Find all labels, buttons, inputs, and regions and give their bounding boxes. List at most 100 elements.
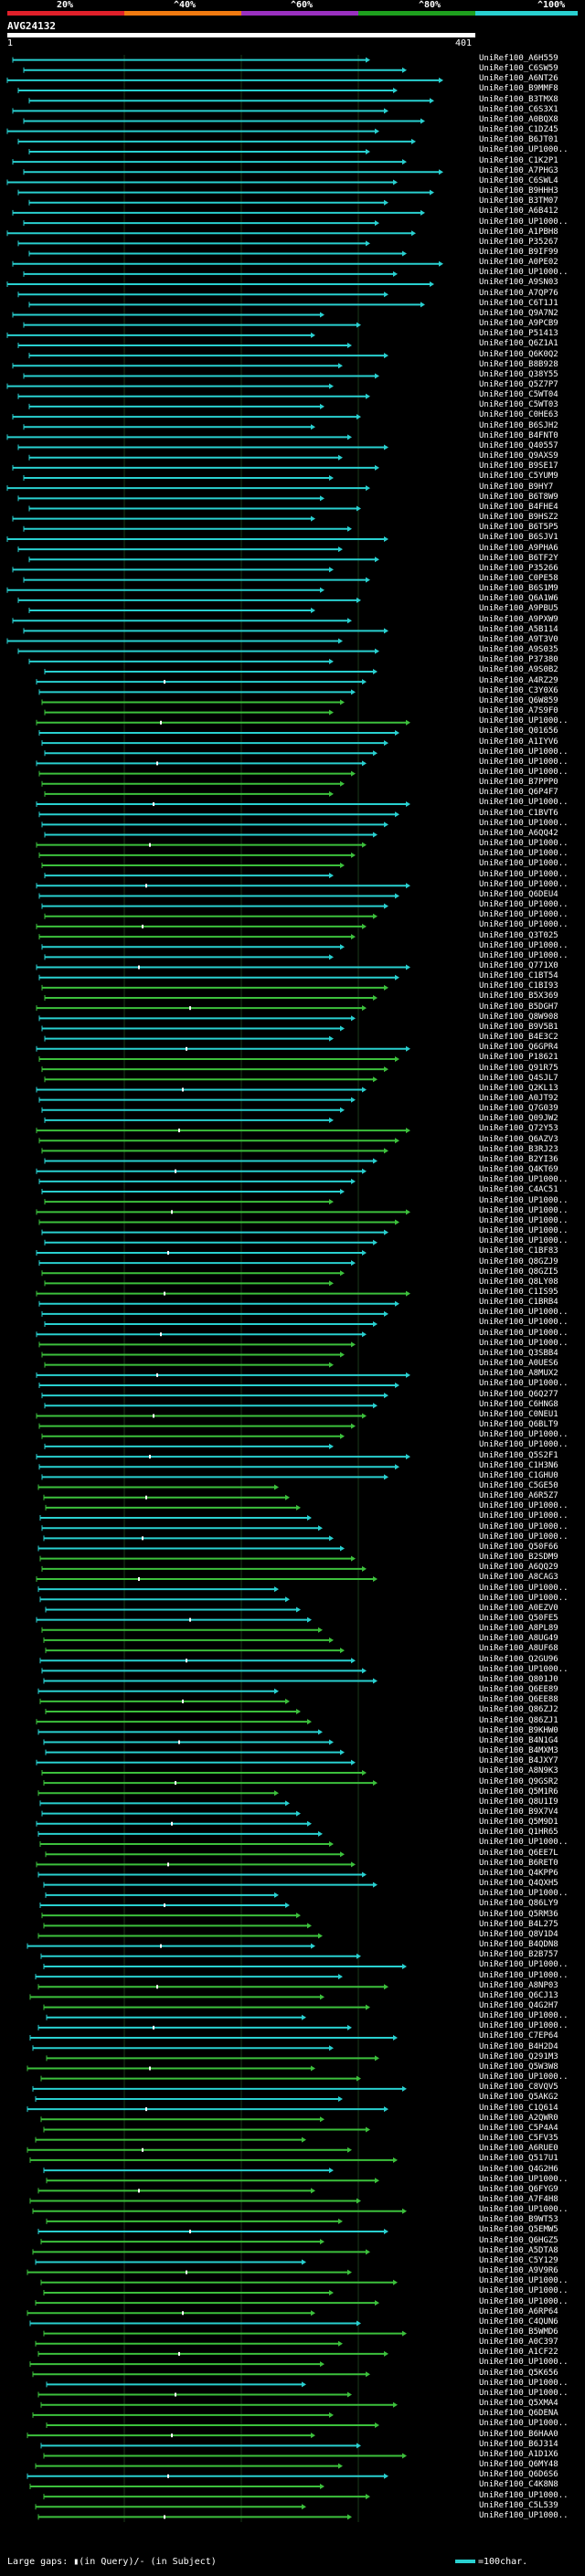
accession-label[interactable]: UniRef100_P51413 <box>479 329 558 339</box>
accession-label[interactable]: UniRef100_Q4G2H6 <box>479 2164 558 2174</box>
accession-label[interactable]: UniRef100_A6RP64 <box>479 2306 558 2316</box>
accession-label[interactable]: UniRef100_B9HY7 <box>479 482 554 492</box>
accession-label[interactable]: UniRef100_A9PCB9 <box>479 319 558 329</box>
accession-label[interactable]: UniRef100_C1IS95 <box>479 1288 558 1297</box>
accession-label[interactable]: UniRef100_UP1000.. <box>479 920 569 930</box>
accession-label[interactable]: UniRef100_Q4KT69 <box>479 1165 558 1175</box>
accession-label[interactable]: UniRef100_A9PXW9 <box>479 614 558 624</box>
accession-label[interactable]: UniRef100_Q86ZJ1 <box>479 1715 558 1725</box>
accession-label[interactable]: UniRef100_C1BF83 <box>479 1246 558 1256</box>
accession-label[interactable]: UniRef100_UP1000.. <box>479 1583 569 1593</box>
accession-label[interactable]: UniRef100_UP1000.. <box>479 2296 569 2306</box>
accession-label[interactable]: UniRef100_Q6W859 <box>479 695 558 705</box>
accession-label[interactable]: UniRef100_B4MXM3 <box>479 1746 558 1756</box>
accession-label[interactable]: UniRef100_C1H3N6 <box>479 1460 558 1470</box>
accession-label[interactable]: UniRef100_C6SWL4 <box>479 175 558 186</box>
accession-label[interactable]: UniRef100_UP1000.. <box>479 757 569 767</box>
accession-label[interactable]: UniRef100_A9PHA6 <box>479 543 558 553</box>
accession-label[interactable]: UniRef100_UP1000.. <box>479 2490 569 2500</box>
accession-label[interactable]: UniRef100_Q1HR65 <box>479 1828 558 1838</box>
accession-label[interactable]: UniRef100_A8N9K3 <box>479 1766 558 1776</box>
accession-label[interactable]: UniRef100_C5GE50 <box>479 1480 558 1490</box>
accession-label[interactable]: UniRef100_UP1000.. <box>479 1430 569 1440</box>
accession-label[interactable]: UniRef100_UP1000.. <box>479 767 569 777</box>
accession-label[interactable]: UniRef100_C6S3X1 <box>479 104 558 114</box>
accession-label[interactable]: UniRef100_A9PBU5 <box>479 604 558 614</box>
accession-label[interactable]: UniRef100_UP1000.. <box>479 879 569 889</box>
accession-label[interactable]: UniRef100_UP1000.. <box>479 859 569 869</box>
accession-label[interactable]: UniRef100_Q9AXS9 <box>479 451 558 461</box>
accession-label[interactable]: UniRef100_Q6A1W6 <box>479 594 558 604</box>
accession-label[interactable]: UniRef100_C3Y0X6 <box>479 685 558 695</box>
accession-label[interactable]: UniRef100_C0PE58 <box>479 574 558 583</box>
accession-label[interactable]: UniRef100_UP1000.. <box>479 716 569 726</box>
accession-label[interactable]: UniRef100_UP1000.. <box>479 900 569 910</box>
accession-label[interactable]: UniRef100_B9MMF8 <box>479 84 558 94</box>
accession-label[interactable]: UniRef100_A7QP76 <box>479 288 558 298</box>
accession-label[interactable]: UniRef100_UP1000.. <box>479 798 569 808</box>
accession-label[interactable]: UniRef100_Q3T025 <box>479 930 558 940</box>
accession-label[interactable]: UniRef100_UP1000.. <box>479 1338 569 1348</box>
accession-label[interactable]: UniRef100_Q5M1R6 <box>479 1786 558 1797</box>
accession-label[interactable]: UniRef100_Q6EE88 <box>479 1695 558 1705</box>
accession-label[interactable]: UniRef100_B5X369 <box>479 991 558 1002</box>
accession-label[interactable]: UniRef100_B5DGH7 <box>479 1002 558 1012</box>
accession-label[interactable]: UniRef100_C4K8N8 <box>479 2480 558 2490</box>
accession-label[interactable]: UniRef100_A6QQ29 <box>479 1563 558 1573</box>
accession-label[interactable]: UniRef100_Q8LY08 <box>479 1277 558 1287</box>
accession-label[interactable]: UniRef100_B8B928 <box>479 359 558 369</box>
accession-label[interactable]: UniRef100_Q4QXH5 <box>479 1879 558 1889</box>
accession-label[interactable]: UniRef100_Q5K656 <box>479 2368 558 2378</box>
accession-label[interactable]: UniRef100_Q6EE7L <box>479 1848 558 1858</box>
accession-label[interactable]: UniRef100_UP1000.. <box>479 1328 569 1338</box>
accession-label[interactable]: UniRef100_P35267 <box>479 237 558 247</box>
accession-label[interactable]: UniRef100_A1D1X6 <box>479 2449 558 2459</box>
accession-label[interactable]: UniRef100_A6RUE0 <box>479 2144 558 2154</box>
accession-label[interactable]: UniRef100_UP1000.. <box>479 2021 569 2031</box>
accession-label[interactable]: UniRef100_Q6GPR4 <box>479 1043 558 1053</box>
accession-label[interactable]: UniRef100_A0EZV0 <box>479 1603 558 1613</box>
accession-label[interactable]: UniRef100_Q9A7N2 <box>479 308 558 318</box>
accession-label[interactable]: UniRef100_Q86LY9 <box>479 1899 558 1909</box>
accession-label[interactable]: UniRef100_UP1000.. <box>479 2072 569 2083</box>
accession-label[interactable]: UniRef100_Q6DEU4 <box>479 889 558 899</box>
accession-label[interactable]: UniRef100_Q40557 <box>479 440 558 451</box>
accession-label[interactable]: UniRef100_A8NP03 <box>479 1980 558 1990</box>
accession-label[interactable]: UniRef100_B4FNT0 <box>479 430 558 440</box>
accession-label[interactable]: UniRef100_A8CAG3 <box>479 1573 558 1583</box>
accession-label[interactable]: UniRef100_B9HHH3 <box>479 186 558 196</box>
accession-label[interactable]: UniRef100_C5L539 <box>479 2500 558 2510</box>
accession-label[interactable]: UniRef100_A9S0B2 <box>479 665 558 675</box>
accession-label[interactable]: UniRef100_A9SN03 <box>479 278 558 288</box>
accession-label[interactable]: UniRef100_Q3SBB4 <box>479 1348 558 1358</box>
accession-label[interactable]: UniRef100_P35266 <box>479 563 558 573</box>
accession-label[interactable]: UniRef100_B9X7V4 <box>479 1807 558 1817</box>
accession-label[interactable]: UniRef100_Q6HGZ5 <box>479 2235 558 2245</box>
accession-label[interactable]: UniRef100_UP1000.. <box>479 2378 569 2388</box>
accession-label[interactable]: UniRef100_UP1000.. <box>479 1236 569 1246</box>
accession-label[interactable]: UniRef100_C1DZ45 <box>479 125 558 135</box>
accession-label[interactable]: UniRef100_B6RET0 <box>479 1858 558 1868</box>
accession-label[interactable]: UniRef100_A2QWR0 <box>479 2113 558 2123</box>
accession-label[interactable]: UniRef100_Q8GZJ9 <box>479 1256 558 1267</box>
accession-label[interactable]: UniRef100_Q771X0 <box>479 960 558 970</box>
accession-label[interactable]: UniRef100_Q91R75 <box>479 1063 558 1073</box>
accession-label[interactable]: UniRef100_Q6EE89 <box>479 1685 558 1695</box>
accession-label[interactable]: UniRef100_UP1000.. <box>479 1440 569 1450</box>
accession-label[interactable]: UniRef100_B6HAA0 <box>479 2429 558 2439</box>
accession-label[interactable]: UniRef100_UP1000.. <box>479 910 569 920</box>
accession-label[interactable]: UniRef100_UP1000.. <box>479 2419 569 2429</box>
accession-label[interactable]: UniRef100_Q5M9D1 <box>479 1818 558 1828</box>
accession-label[interactable]: UniRef100_Q6DENA <box>479 2409 558 2419</box>
accession-label[interactable]: UniRef100_B6S1M9 <box>479 584 558 594</box>
accession-label[interactable]: UniRef100_Q01656 <box>479 726 558 737</box>
accession-label[interactable]: UniRef100_UP1000.. <box>479 268 569 278</box>
accession-label[interactable]: UniRef100_UP1000.. <box>479 145 569 155</box>
accession-label[interactable]: UniRef100_A6NT26 <box>479 74 558 84</box>
accession-label[interactable]: UniRef100_UP1000.. <box>479 1511 569 1521</box>
accession-label[interactable]: UniRef100_B4FHE4 <box>479 502 558 512</box>
accession-label[interactable]: UniRef100_UP1000.. <box>479 1889 569 1899</box>
accession-label[interactable]: UniRef100_B6SJH2 <box>479 420 558 430</box>
accession-label[interactable]: UniRef100_C0HE63 <box>479 410 558 420</box>
accession-label[interactable]: UniRef100_B6T8W9 <box>479 492 558 502</box>
